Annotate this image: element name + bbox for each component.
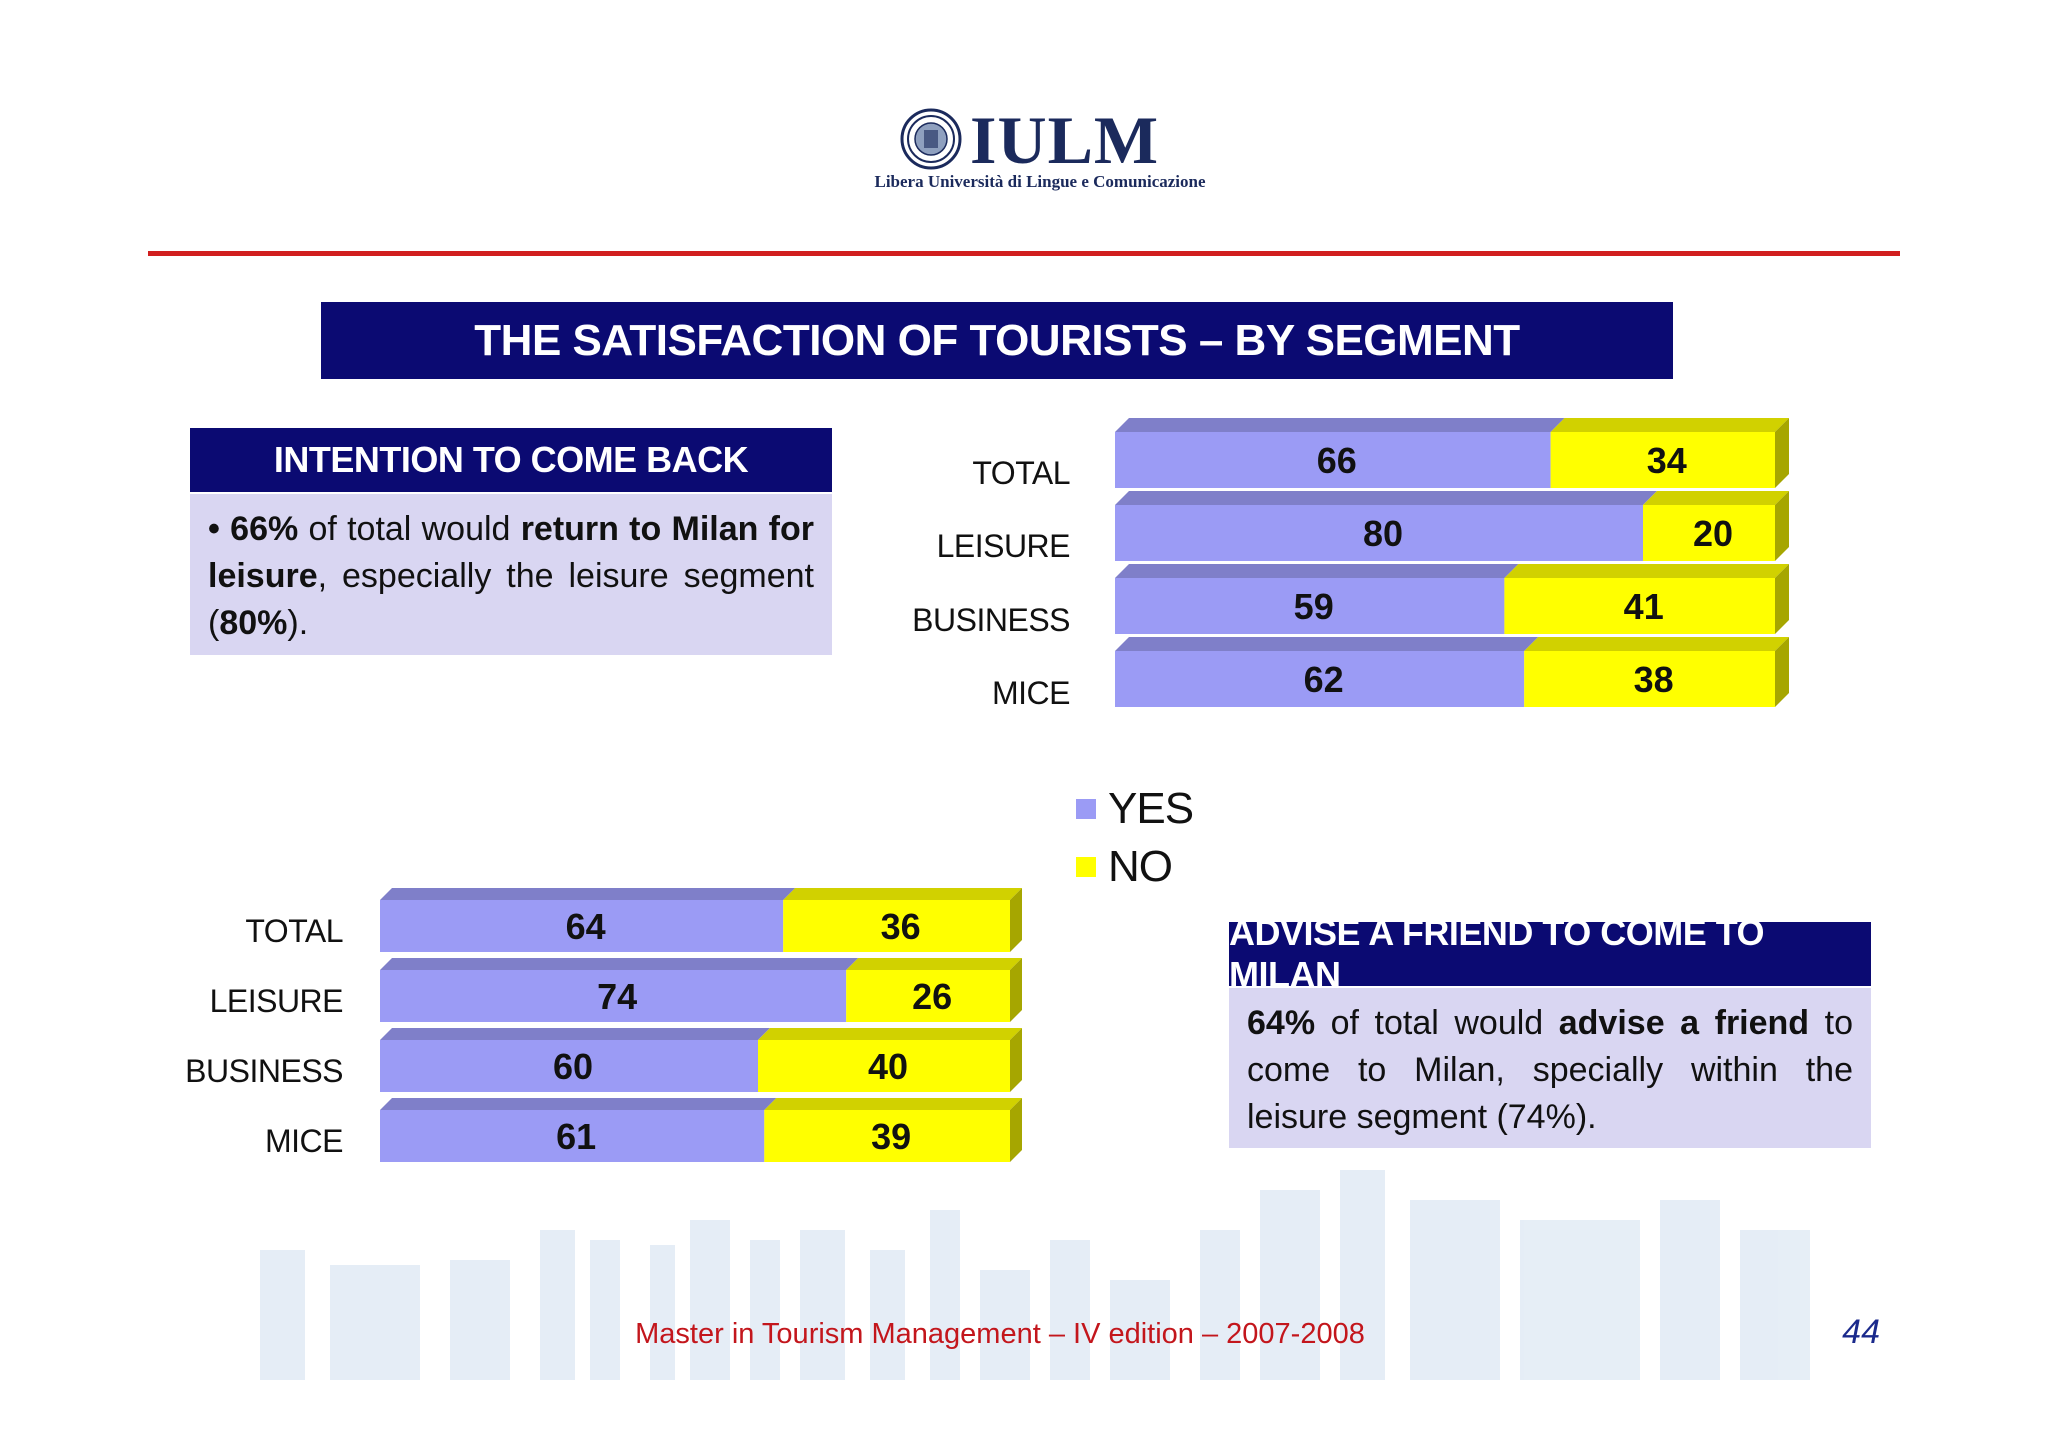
advise-text: 64% of total would advise a friend to co… [1229, 988, 1871, 1148]
bar-value-label: 36 [881, 906, 921, 947]
bar-segment-top-yes [380, 958, 859, 970]
bar-value-label: 61 [556, 1116, 596, 1157]
bar-segment-top-no [783, 888, 1022, 900]
bar-value-label: 26 [912, 976, 952, 1017]
bar-value-label: 80 [1363, 513, 1403, 554]
bar-side-no [1010, 958, 1022, 1022]
bar-value-label: 59 [1294, 586, 1334, 627]
intention-heading: INTENTION TO COME BACK [190, 428, 832, 492]
chart2-category-label: MICE [265, 1123, 344, 1159]
page-number: 44 [1842, 1313, 1880, 1351]
bar-segment-top-no [758, 1028, 1022, 1040]
chart2-category-label: TOTAL [245, 913, 343, 949]
advise-bar-chart: 64 36 74 26 60 40 61 39 [380, 888, 1022, 1162]
intention-bold-phrase: return to Milan for leisure [208, 510, 814, 595]
bar-value-label: 20 [1693, 513, 1733, 554]
intention-pct: 66% [230, 510, 299, 548]
bar-side-no [1775, 637, 1789, 707]
advise-text-part: to come to Milan, specially within the l… [1247, 1004, 1853, 1136]
intention-text: • 66% of total would return to Milan for… [190, 494, 832, 655]
university-seal-icon [900, 108, 962, 170]
bar-value-label: 66 [1317, 440, 1357, 481]
bar-segment-top-yes [1115, 637, 1539, 651]
bar-segment-top-no [1643, 491, 1789, 505]
legend-label-yes: YES [1108, 784, 1194, 833]
bar-side-no [1010, 1098, 1022, 1162]
bar-segment-yes [1115, 578, 1505, 634]
iulm-logo: IULM Libera Università di Lingue e Comun… [860, 100, 1220, 200]
bar-segment-no [1504, 578, 1775, 634]
bar-segment-no [758, 1040, 1010, 1092]
bar-segment-top-yes [1115, 491, 1657, 505]
legend-label-no: NO [1108, 842, 1173, 891]
legend-item-no: NO [1076, 842, 1173, 892]
advise-bold-phrase: advise a friend [1558, 1004, 1810, 1042]
bar-value-label: 40 [868, 1046, 908, 1087]
bar-side-no [1775, 564, 1789, 634]
page-title: THE SATISFACTION OF TOURISTS – BY SEGMEN… [321, 302, 1673, 379]
bar-segment-yes [380, 1040, 758, 1092]
skyline-backdrop [260, 1170, 1810, 1380]
bar-side-no [1010, 1028, 1022, 1092]
chart1-category-label: TOTAL [972, 455, 1070, 491]
bar-segment-no [1524, 651, 1775, 707]
chart1-category-label: BUSINESS [912, 602, 1070, 638]
logo-subtitle: Libera Università di Lingue e Comunicazi… [874, 172, 1206, 191]
bar-segment-top-yes [380, 888, 796, 900]
bar-segment-no [1550, 432, 1775, 488]
bar-segment-yes [1115, 432, 1551, 488]
bar-value-label: 41 [1624, 586, 1664, 627]
bar-segment-top-no [846, 958, 1022, 970]
chart2-category-label: BUSINESS [185, 1053, 343, 1089]
bar-segment-no [1643, 505, 1775, 561]
intention-text-part: of total would [298, 510, 521, 548]
bar-value-label: 74 [597, 976, 637, 1017]
advise-heading: ADVISE A FRIEND TO COME TO MILAN [1229, 912, 1871, 995]
bar-side-no [1775, 418, 1789, 488]
logo-wordmark: IULM [970, 102, 1160, 178]
legend-swatch-yes [1076, 799, 1096, 819]
bar-segment-no [764, 1110, 1010, 1162]
bar-segment-yes [380, 1110, 765, 1162]
advise-text-part: of total would [1315, 1004, 1559, 1042]
intention-text-part: , especially the leisure segment ( [208, 557, 814, 642]
chart1-category-label: MICE [992, 675, 1071, 711]
bar-side-no [1775, 491, 1789, 561]
intention-text-part: ). [287, 604, 309, 642]
bar-value-label: 64 [566, 906, 606, 947]
intention-leisure-pct: 80% [219, 604, 288, 642]
bar-segment-top-no [1524, 637, 1789, 651]
bar-segment-top-no [1550, 418, 1789, 432]
bar-segment-top-yes [380, 1098, 777, 1110]
bar-value-label: 34 [1647, 440, 1687, 481]
bar-segment-top-yes [380, 1028, 770, 1040]
chart1-category-label: LEISURE [936, 528, 1071, 564]
chart-legend: YES NO [1076, 784, 1216, 894]
bar-segment-top-no [764, 1098, 1022, 1110]
bar-value-label: 38 [1634, 659, 1674, 700]
bar-value-label: 60 [553, 1046, 593, 1087]
bar-segment-top-no [1504, 564, 1789, 578]
bar-segment-top-yes [1115, 564, 1519, 578]
bar-segment-top-yes [1115, 418, 1565, 432]
advise-pct: 64% [1247, 1004, 1316, 1042]
intention-bar-chart: 66 34 80 20 59 41 62 38 [1115, 418, 1789, 707]
bar-segment-no [783, 900, 1010, 952]
legend-swatch-no [1076, 857, 1096, 877]
bullet: • [208, 510, 220, 548]
bar-side-no [1010, 888, 1022, 952]
bar-segment-yes [380, 900, 784, 952]
header-divider [148, 251, 1900, 256]
bar-segment-no [846, 970, 1010, 1022]
bar-value-label: 62 [1304, 659, 1344, 700]
bar-segment-yes [1115, 651, 1525, 707]
bar-segment-yes [1115, 505, 1643, 561]
legend-item-yes: YES [1076, 784, 1194, 834]
chart2-category-label: LEISURE [209, 983, 344, 1019]
bar-segment-yes [380, 970, 847, 1022]
bar-value-label: 39 [871, 1116, 911, 1157]
footer-text: Master in Tourism Management – IV editio… [635, 1318, 1365, 1350]
